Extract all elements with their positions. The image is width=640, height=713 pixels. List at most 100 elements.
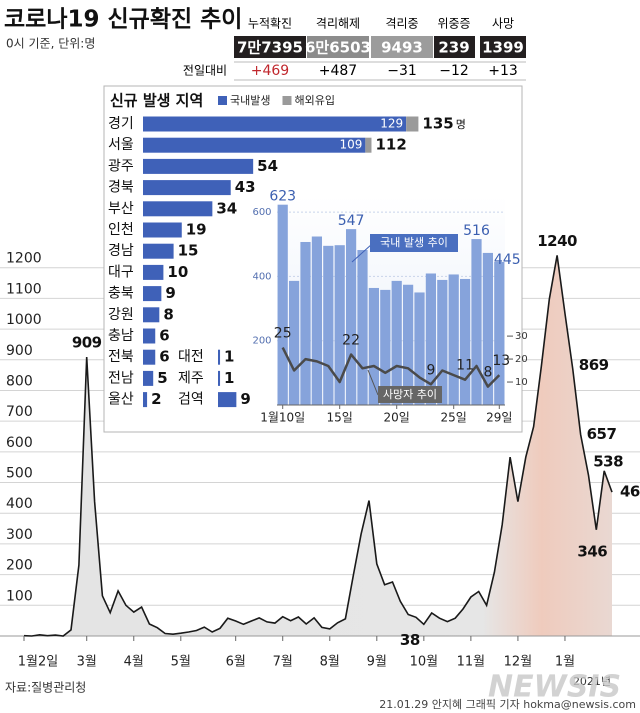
data-label: 25 [274,326,292,342]
data-label: 15 [178,242,199,260]
data-label: 8 [483,365,492,381]
bar [448,274,459,405]
data-label: 9 [165,284,175,302]
bar [482,252,493,405]
bar [143,222,182,238]
data-label: 109 [339,138,362,152]
bar [277,204,288,405]
data-label: 19 [186,221,207,239]
bar [425,273,436,405]
data-label: 13 [492,353,510,369]
legend-swatch [218,96,227,105]
category-label: 전북 [108,349,134,365]
data-label: 10 [167,263,188,281]
stat-header: 격리중 [385,17,418,31]
category-label: 경기 [108,116,134,132]
y-tick-label: 400 [6,496,33,512]
data-label: 129 [380,117,403,131]
data-label: 869 [579,356,609,374]
y-tick-label: 1200 [6,251,42,267]
category-label: 충북 [108,286,134,302]
stat-box [307,36,369,58]
data-label: 43 [235,178,256,196]
x-tick-label: 4월 [124,655,144,670]
data-label: 11 [456,358,474,374]
legend-swatch [282,96,292,105]
bar [143,286,162,302]
data-label: 54 [257,157,278,175]
data-label: 516 [463,223,490,239]
x-tick-label: 25일 [441,411,467,425]
credit: 21.01.29 안지혜 그래픽 기자 hokma@newsis.com [379,698,636,711]
y-tick-label: 400 [252,271,271,282]
watermark: NEWSIS [488,670,621,705]
legend-label: 국내발생 [230,94,270,107]
data-label: 1 [224,369,234,387]
data-label: 6 [159,348,169,366]
bar [143,116,407,132]
annotation-box [370,234,458,252]
source: 자료:질병관리청 [5,681,86,695]
stat-change: −31 [387,63,417,79]
bar [323,245,334,405]
bar [460,278,471,405]
category-label: 전남 [108,370,134,386]
y-tick-label: 700 [6,404,33,420]
bar [143,328,156,344]
y-tick-label: 1100 [6,281,42,297]
x-tick-label: 5월 [171,655,191,670]
x-tick-label: 3월 [77,655,97,670]
y-tick-label: 600 [6,435,33,451]
y2-tick-label: 20 [515,354,528,365]
x-tick-label: 1월10일 [260,411,305,425]
stat-box [234,36,306,58]
data-label: 135 [422,115,453,133]
bar [143,201,213,217]
data-label: 9 [240,390,250,408]
category-label: 경북 [108,180,134,196]
data-label: 5 [157,369,167,387]
data-label: 469 [620,483,640,501]
line [281,347,501,388]
x-tick-label: 15일 [327,411,353,425]
category-label: 대전 [178,349,204,365]
y-tick-label: 600 [252,207,271,218]
category-label: 강원 [108,307,134,323]
bar [143,392,148,408]
y-tick-label: 200 [252,336,271,347]
leader [367,369,379,396]
y-tick-label: 900 [6,343,33,359]
category-label: 검역 [178,392,204,408]
bar [218,392,237,408]
data-label: 538 [593,452,623,470]
data-label: 34 [216,199,237,217]
stat-value: 239 [438,39,469,57]
x-tick-label: 1월 [555,655,575,670]
line [23,255,613,637]
bar [406,116,419,132]
y-tick-label: 200 [6,558,33,574]
bar [357,250,368,405]
data-label: 9 [426,362,435,378]
bar [471,239,482,405]
data-label: 909 [72,334,102,352]
category-label: 부산 [108,201,134,217]
legend-label: 해외유입 [294,93,334,107]
data-label: 8 [163,305,173,323]
bar [143,137,366,153]
x-tick-label: 7월 [273,655,293,670]
annotation-box [378,386,442,403]
bar [289,280,300,405]
x-tick-label: 29일 [486,411,512,425]
x-tick-label: 8월 [320,655,340,670]
bar [368,287,379,405]
x-tick-label: 1월2일 [18,655,58,670]
change-label: 전일대비 [183,64,227,78]
subtitle: 0시 기준, 단위:명 [6,37,95,51]
x-tick-label: 20일 [384,411,410,425]
bar [218,370,221,386]
data-label: 112 [375,136,406,154]
bar [403,284,414,405]
data-label: 1 [224,348,234,366]
